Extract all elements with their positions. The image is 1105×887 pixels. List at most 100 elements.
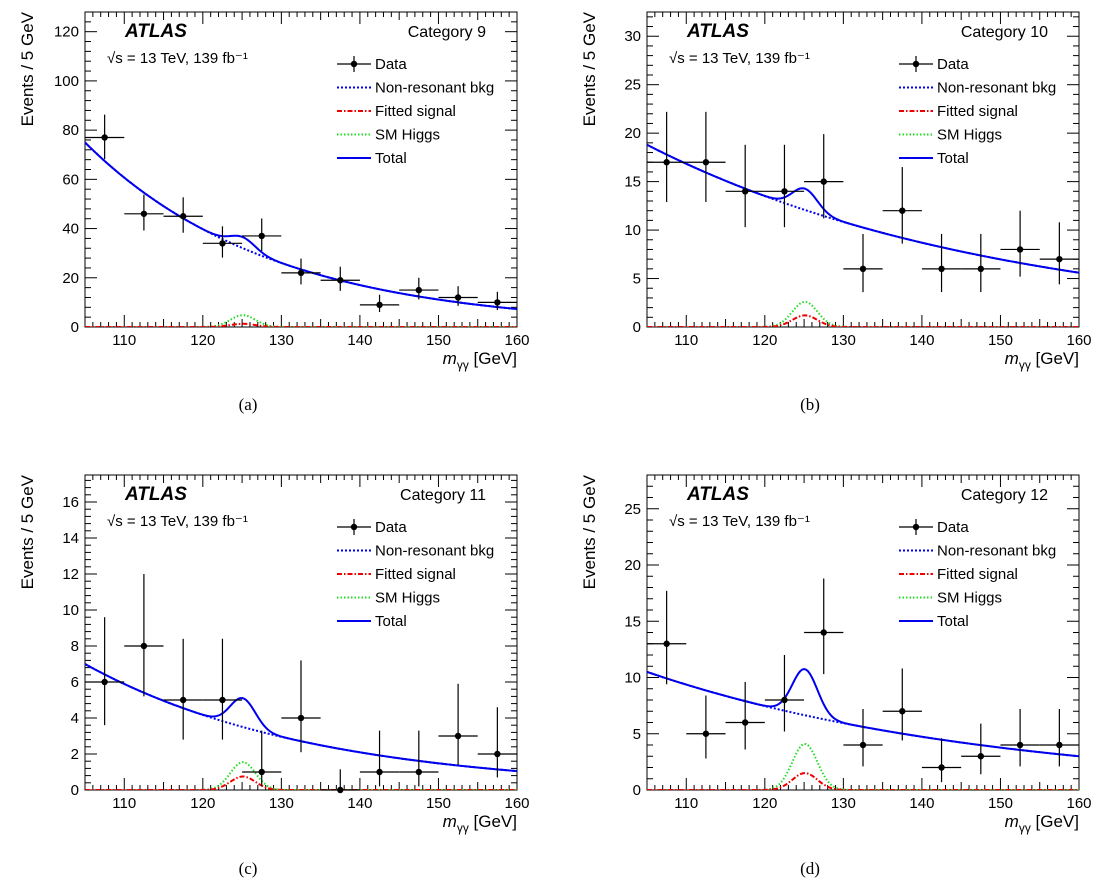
legend-label: Non-resonant bkg <box>937 80 1056 97</box>
y-tick-label: 25 <box>624 77 641 94</box>
sm-higgs-curve <box>647 300 1079 327</box>
experiment-label: ATLAS <box>686 21 749 42</box>
legend-label: Data <box>375 56 407 73</box>
x-tick-label: 130 <box>269 795 294 812</box>
y-tick-label: 60 <box>62 171 79 188</box>
y-tick-label: 8 <box>71 638 79 655</box>
legend-label: Total <box>937 150 969 167</box>
data-point <box>337 277 344 284</box>
energy-lumi-label: √s = 13 TeV, 139 fb⁻¹ <box>669 50 810 67</box>
x-tick-label: 120 <box>190 332 215 349</box>
y-tick-label: 0 <box>633 319 641 336</box>
x-tick-label: 160 <box>504 332 529 349</box>
y-tick-label: 16 <box>62 494 79 511</box>
x-tick-label: 130 <box>269 332 294 349</box>
x-tick-label: 150 <box>426 332 451 349</box>
legend-label: Non-resonant bkg <box>375 543 494 560</box>
data-point <box>820 178 827 185</box>
y-tick-label: 0 <box>71 782 79 799</box>
y-tick-label: 15 <box>624 613 641 630</box>
legend-data-marker <box>912 523 920 531</box>
x-axis-label-m: m <box>443 812 457 831</box>
legend-label: Fitted signal <box>375 103 456 120</box>
y-tick-label: 25 <box>624 501 641 518</box>
data-points <box>647 111 1079 293</box>
category-title: Category 11 <box>400 487 486 504</box>
legend-label: Fitted signal <box>937 103 1018 120</box>
x-axis-label-sub: γγ <box>457 821 469 835</box>
data-point <box>415 286 423 294</box>
panel-caption: (a) <box>239 395 258 414</box>
y-tick-label: 14 <box>62 530 79 547</box>
legend-label: SM Higgs <box>375 590 440 607</box>
experiment-label: ATLAS <box>124 21 187 42</box>
data-point <box>859 265 867 273</box>
y-tick-label: 12 <box>62 566 79 583</box>
data-point <box>454 294 462 301</box>
y-tick-label: 6 <box>71 674 79 691</box>
y-tick-label: 5 <box>633 271 641 288</box>
data-point <box>938 265 945 273</box>
x-tick-label: 150 <box>988 332 1013 349</box>
data-point <box>663 159 670 166</box>
category-title: Category 9 <box>408 24 486 41</box>
y-tick-label: 20 <box>624 557 641 574</box>
legend: Data Non-resonant bkg Fitted signal SM Higg… <box>899 519 1056 630</box>
x-tick-label: 160 <box>504 795 529 812</box>
data-point <box>337 786 344 794</box>
x-axis-label-m: m <box>443 349 457 368</box>
legend-label: Data <box>937 56 969 73</box>
panel-2: 110 120 130 140 150 160 0 5 10 15 20 25 30 Events / 5… <box>580 11 1092 414</box>
y-tick-label: 80 <box>62 122 79 139</box>
x-tick-label: 130 <box>831 332 856 349</box>
legend-label: Non-resonant bkg <box>375 80 494 97</box>
y-tick-label: 30 <box>624 28 641 45</box>
data-points <box>647 578 1079 783</box>
data-point <box>258 768 265 776</box>
data-points <box>85 114 517 312</box>
x-axis-label-sub: γγ <box>457 358 469 372</box>
sm-higgs-curve <box>85 314 517 327</box>
data-point <box>494 750 501 758</box>
x-tick-label: 110 <box>112 795 136 812</box>
data-point <box>297 714 305 722</box>
experiment-label: ATLAS <box>124 484 187 505</box>
x-tick-label: 140 <box>909 332 934 349</box>
x-tick-label: 130 <box>831 795 856 812</box>
data-point <box>1016 246 1024 253</box>
legend-data-marker <box>912 60 920 68</box>
x-tick-label: 120 <box>190 795 215 812</box>
data-point <box>219 240 226 247</box>
x-axis-label: mγγ [GeV] <box>1005 812 1079 835</box>
data-points <box>85 574 517 794</box>
fitted-signal-curve <box>647 772 1079 790</box>
panel-caption: (d) <box>800 859 820 878</box>
y-tick-label: 2 <box>71 746 79 763</box>
x-axis-label-unit: [GeV] <box>1031 349 1079 368</box>
y-tick-label: 40 <box>62 221 79 238</box>
experiment-label: ATLAS <box>686 484 749 505</box>
data-point <box>977 753 985 760</box>
panel-4: 110 120 130 140 150 160 0 5 10 15 20 25 Events / 5 G… <box>580 474 1092 878</box>
legend-label: Fitted signal <box>937 566 1018 583</box>
x-tick-label: 120 <box>752 795 777 812</box>
legend-label: Data <box>375 519 407 536</box>
x-tick-label: 110 <box>674 332 698 349</box>
data-point <box>741 719 749 726</box>
x-tick-label: 140 <box>909 795 934 812</box>
data-point <box>781 188 788 195</box>
panel-caption: (c) <box>239 859 258 878</box>
x-axis-label: mγγ [GeV] <box>443 349 517 372</box>
data-point <box>781 696 788 704</box>
legend-data-marker <box>350 523 358 531</box>
energy-lumi-label: √s = 13 TeV, 139 fb⁻¹ <box>107 513 248 530</box>
fitted-signal-curve <box>647 314 1079 327</box>
legend-label: Fitted signal <box>375 566 456 583</box>
x-axis-label: mγγ [GeV] <box>1005 349 1079 372</box>
legend-data-marker <box>350 60 358 68</box>
data-point <box>101 134 108 141</box>
x-axis-label-sub: γγ <box>1019 821 1031 835</box>
x-tick-label: 140 <box>347 332 372 349</box>
y-tick-label: 0 <box>71 319 79 336</box>
x-tick-label: 160 <box>1066 332 1091 349</box>
